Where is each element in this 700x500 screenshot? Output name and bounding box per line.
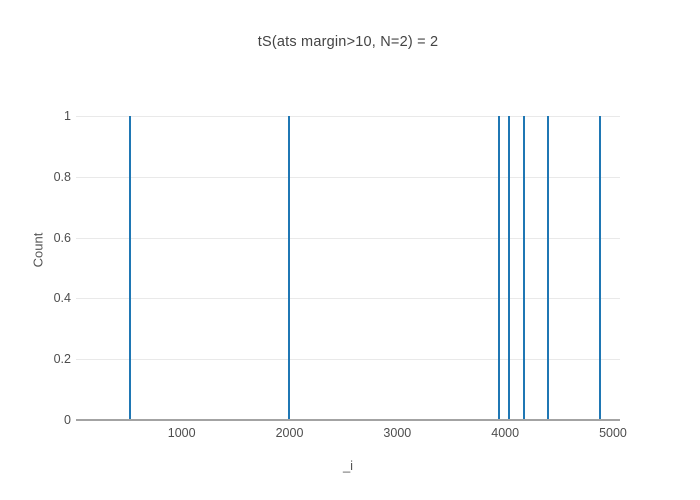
plot-area[interactable] xyxy=(76,116,620,420)
histogram-bar[interactable] xyxy=(508,116,511,420)
h-gridline-0.8 xyxy=(76,176,620,178)
h-gridline-0.4 xyxy=(76,298,620,300)
chart-title: tS(ats margin>10, N=2) = 2 xyxy=(257,34,439,50)
y-tick-label-0.6: 0.6 xyxy=(53,230,71,245)
h-gridline-1 xyxy=(76,116,620,117)
h-gridline-0.2 xyxy=(76,359,620,361)
h-gridline-0.6 xyxy=(76,237,620,239)
x-tick-label-2000: 2000 xyxy=(275,426,304,440)
histogram-bar[interactable] xyxy=(547,116,550,420)
histogram-bar[interactable] xyxy=(288,116,291,420)
y-tick-label-0.8: 0.8 xyxy=(53,169,71,184)
x-axis-line xyxy=(76,419,620,421)
x-tick-label-3000: 3000 xyxy=(383,426,412,440)
x-tick-label-5000: 5000 xyxy=(599,426,627,440)
y-tick-label-1: 1 xyxy=(64,109,71,123)
histogram-bar[interactable] xyxy=(498,116,501,420)
histogram-bar[interactable] xyxy=(522,116,525,420)
y-tick-label-0.2: 0.2 xyxy=(53,352,71,367)
x-axis-title: _i xyxy=(342,458,354,473)
y-tick-label-0.4: 0.4 xyxy=(53,291,71,306)
histogram-bar[interactable] xyxy=(128,116,131,420)
y-tick-label-0: 0 xyxy=(64,413,71,427)
x-tick-label-1000: 1000 xyxy=(167,426,196,440)
x-tick-label-4000: 4000 xyxy=(491,426,520,440)
histogram-bar[interactable] xyxy=(598,116,601,420)
